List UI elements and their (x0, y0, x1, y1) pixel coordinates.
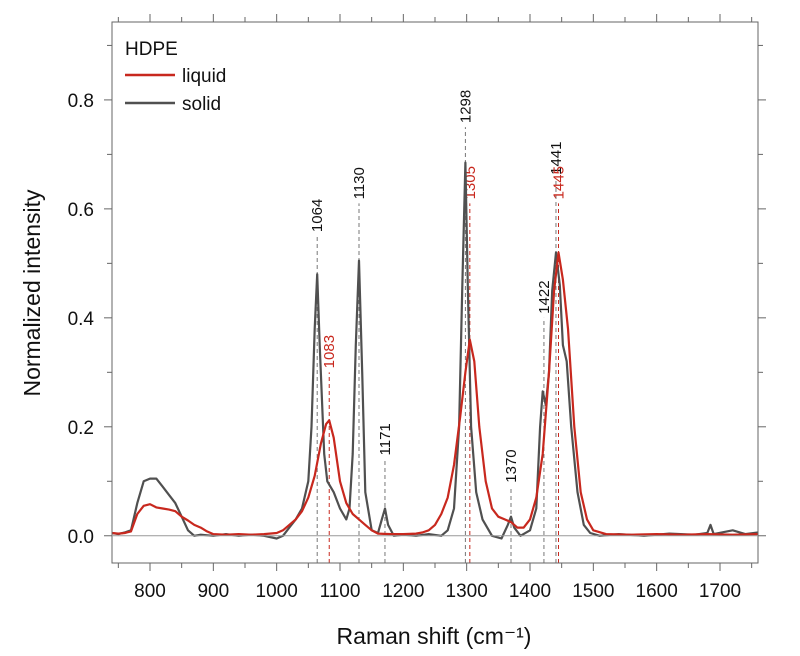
legend-title: HDPE (125, 39, 178, 60)
legend: HDPE liquid solid (125, 39, 226, 115)
annotation-label-1422: 1422 (536, 280, 553, 313)
x-tick-label: 1100 (320, 581, 361, 602)
series-line-liquid (111, 251, 759, 536)
x-tick-label: 1700 (699, 581, 741, 602)
annotation-label-1445: 1445 (551, 166, 568, 199)
series-lines (111, 161, 759, 540)
axes: 800 900 1000 1100 1200 1300 1400 1500 1600 1700 0.… (68, 14, 766, 602)
annotation-label-1083: 1083 (321, 335, 338, 368)
y-axis-label: Normalized intensity (19, 189, 45, 397)
annotation-label-1064: 1064 (309, 199, 326, 232)
x-tick-label: 1400 (509, 581, 551, 602)
annotation-label-1130: 1130 (351, 167, 368, 199)
y-tick-label: 0.2 (68, 418, 94, 439)
legend-label-solid: solid (182, 94, 221, 115)
y-tick-label: 0.0 (68, 527, 94, 548)
y-tick-label: 0.8 (68, 91, 94, 112)
x-tick-label: 1000 (256, 581, 298, 602)
x-tick-label: 900 (197, 581, 229, 602)
x-tick-label: 800 (134, 581, 166, 602)
x-axis-label: Raman shift (cm⁻¹) (337, 623, 532, 649)
y-tick-label: 0.4 (68, 309, 95, 330)
y-tick-label: 0.6 (68, 200, 94, 221)
annotation-label-1298: 1298 (457, 90, 474, 123)
annotation-label-1370: 1370 (503, 449, 520, 482)
x-tick-label: 1500 (572, 581, 614, 602)
legend-label-liquid: liquid (182, 66, 226, 87)
x-tick-label: 1300 (446, 581, 488, 602)
series-line-solid (111, 161, 759, 540)
x-tick-label: 1600 (636, 581, 678, 602)
annotation-label-1171: 1171 (377, 423, 394, 455)
x-tick-label: 1200 (382, 581, 424, 602)
annotation-label-1441: 1441 (548, 142, 565, 175)
